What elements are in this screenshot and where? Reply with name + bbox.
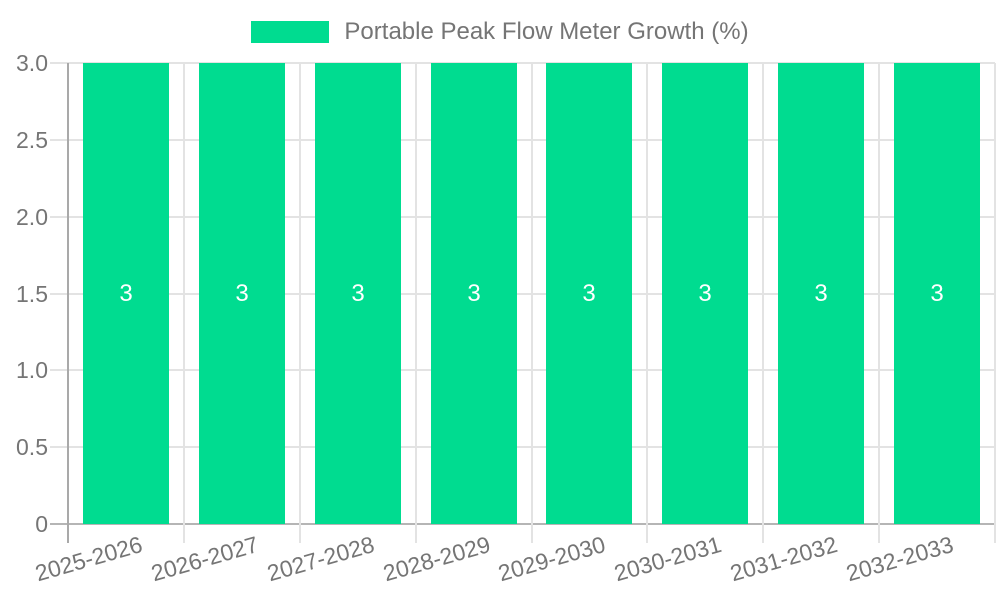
bar-value-label: 3 [235, 279, 249, 307]
legend-label: Portable Peak Flow Meter Growth (%) [344, 18, 749, 45]
bar: 3 [315, 63, 401, 524]
x-axis-tick-label: 2028-2029 [379, 531, 493, 587]
x-axis-tick-label: 2027-2028 [263, 531, 377, 587]
y-axis-tick-label: 0.5 [16, 434, 48, 460]
bar-value-label: 3 [582, 279, 596, 307]
bar-value-label: 3 [119, 279, 133, 307]
x-axis-tick-label: 2025-2026 [32, 531, 146, 587]
gridline-vertical [762, 63, 764, 543]
bar: 3 [83, 63, 169, 524]
gridline-vertical [299, 63, 301, 543]
gridline-horizontal [50, 446, 995, 448]
x-axis-tick-label: 2030-2031 [611, 531, 725, 587]
gridline-vertical [531, 63, 533, 543]
gridline-vertical [183, 63, 185, 543]
gridline-vertical [415, 63, 417, 543]
x-axis-tick-label: 2032-2033 [843, 531, 957, 587]
gridline-vertical [646, 63, 648, 543]
gridline-horizontal [50, 62, 995, 64]
x-axis-tick-label: 2031-2032 [727, 531, 841, 587]
y-axis-tick-label: 3.0 [16, 50, 48, 76]
gridline-horizontal [50, 139, 995, 141]
bar: 3 [431, 63, 517, 524]
y-axis-line [67, 63, 69, 543]
gridline-horizontal [50, 293, 995, 295]
gridline-horizontal [50, 369, 995, 371]
bar-value-label: 3 [351, 279, 365, 307]
y-axis-tick-label: 0 [35, 511, 48, 537]
bar: 3 [894, 63, 980, 524]
bar-value-label: 3 [930, 279, 944, 307]
legend: Portable Peak Flow Meter Growth (%) [0, 18, 1000, 46]
bar: 3 [546, 63, 632, 524]
legend-swatch [251, 21, 330, 43]
gridline-vertical [878, 63, 880, 543]
y-axis-tick-label: 1.5 [16, 281, 48, 307]
gridline-horizontal [50, 216, 995, 218]
x-axis-tick-label: 2026-2027 [148, 531, 261, 587]
bar-value-label: 3 [698, 279, 712, 307]
gridline-vertical [994, 63, 996, 543]
bar-value-label: 3 [467, 279, 481, 307]
bar: 3 [662, 63, 748, 524]
x-axis-tick-label: 2029-2030 [495, 531, 609, 587]
bar: 3 [199, 63, 285, 524]
bar: 3 [778, 63, 864, 524]
y-axis-tick-label: 1.0 [16, 357, 48, 383]
bar-value-label: 3 [814, 279, 828, 307]
y-axis-tick-label: 2.5 [16, 127, 48, 153]
y-axis-tick-label: 2.0 [16, 204, 48, 230]
x-axis-baseline [50, 523, 995, 525]
